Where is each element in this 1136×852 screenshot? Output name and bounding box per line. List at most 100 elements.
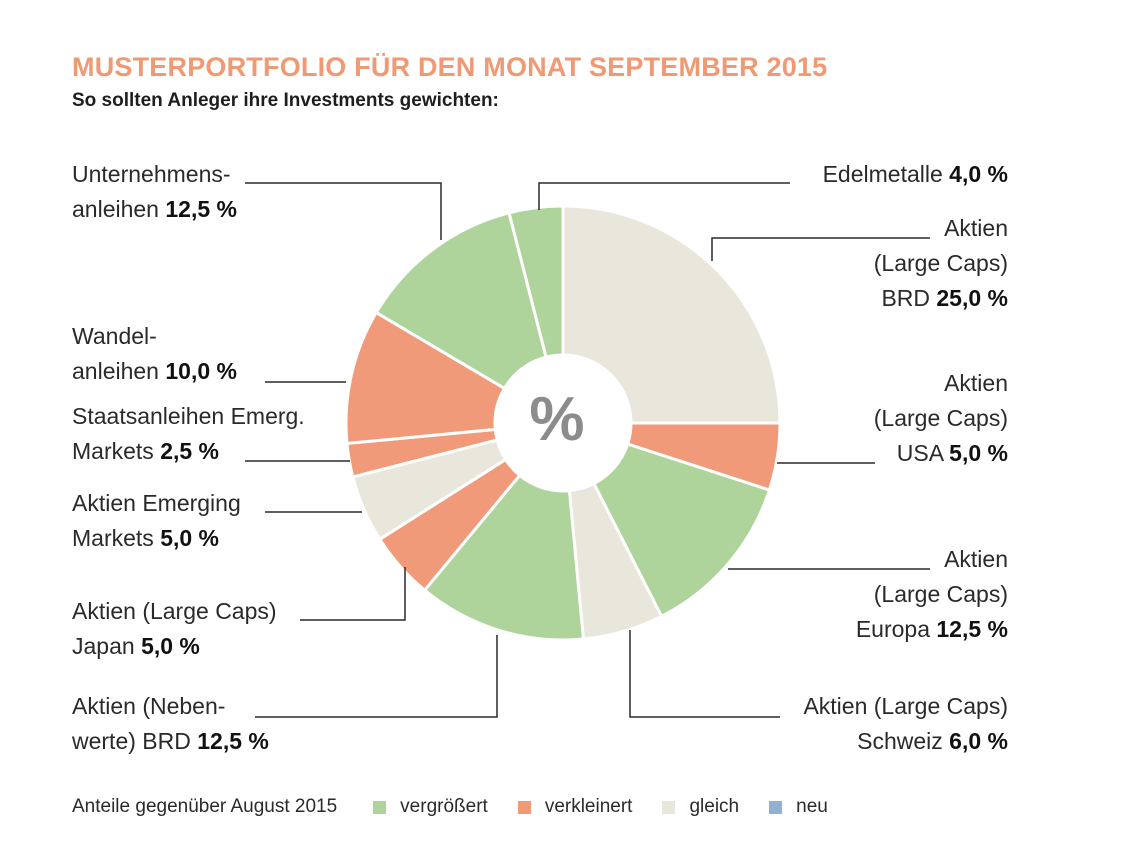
label-text: Aktien xyxy=(944,215,1008,241)
legend-intro: Anteile gegenüber August 2015 xyxy=(72,796,338,817)
label-line: Markets 5,0 % xyxy=(72,521,241,556)
label-text: Markets xyxy=(72,525,154,551)
label-text: Aktien xyxy=(944,546,1008,572)
label-line: Japan 5,0 % xyxy=(72,629,277,664)
legend-swatch xyxy=(769,800,783,814)
leader-line-aktien-nebenwerte-brd xyxy=(255,635,498,718)
label-aktien-large-caps-japan: Aktien (Large Caps) Japan 5,0 % xyxy=(72,594,277,664)
data-label: 12,5 % xyxy=(936,616,1008,642)
label-text: (Large Caps) xyxy=(873,250,1008,276)
label-aktien-large-caps-brd: Aktien (Large Caps) BRD 25,0 % xyxy=(874,211,1008,316)
label-text: Japan xyxy=(72,633,135,659)
slice-edelmetalle xyxy=(507,204,565,359)
slice-unternehmensanleihen xyxy=(374,211,548,390)
leader-lines xyxy=(245,182,930,718)
label-line: Europa 12,5 % xyxy=(856,612,1008,647)
legend-swatch xyxy=(662,800,676,814)
label-text: Aktien (Large Caps) xyxy=(72,598,277,624)
slice-wandelanleihen xyxy=(344,311,506,445)
slice-aktien-nebenwerte-brd xyxy=(423,473,585,642)
leader-line-aktien-large-caps-brd xyxy=(711,237,930,261)
label-text: Aktien (Neben- xyxy=(72,693,226,719)
label-line: USA 5,0 % xyxy=(874,436,1008,471)
legend-item-gleich: gleich xyxy=(662,796,739,818)
label-line: Schweiz 6,0 % xyxy=(803,724,1008,759)
data-label: 5,0 % xyxy=(141,633,200,659)
donut-slices xyxy=(344,204,782,642)
leader-line-aktien-large-caps-japan xyxy=(300,567,406,621)
slice-aktien-large-caps-europa xyxy=(592,442,771,618)
legend-item-verkleinert: verkleinert xyxy=(517,796,633,818)
label-line: Aktien xyxy=(874,211,1008,246)
data-label: 12,5 % xyxy=(165,196,237,222)
data-label: 2,5 % xyxy=(160,438,220,464)
label-text: Schweiz xyxy=(857,728,943,754)
chart-subtitle: So sollten Anleger ihre Investments gewi… xyxy=(72,90,499,111)
label-line: anleihen 12,5 % xyxy=(72,192,237,227)
label-line: Aktien Emerging xyxy=(72,486,241,521)
legend-items: vergrößert verkleinert gleich neu xyxy=(373,796,858,818)
label-text: Aktien (Large Caps) xyxy=(803,693,1008,719)
leader-line-unternehmensanleihen xyxy=(245,182,442,240)
label-line: (Large Caps) xyxy=(874,401,1008,436)
label-text: (Large Caps) xyxy=(873,405,1008,431)
label-aktien-large-caps-europa: Aktien (Large Caps) Europa 12,5 % xyxy=(856,542,1008,647)
data-label: 25,0 % xyxy=(936,285,1008,311)
label-text: anleihen xyxy=(72,358,159,384)
label-line: anleihen 10,0 % xyxy=(72,354,237,389)
label-line: (Large Caps) xyxy=(856,577,1008,612)
label-line: Markets 2,5 % xyxy=(72,434,305,469)
legend-label: verkleinert xyxy=(544,796,633,817)
label-wandelanleihen: Wandel-anleihen 10,0 % xyxy=(72,319,237,389)
label-line: Aktien xyxy=(856,542,1008,577)
label-text: Edelmetalle xyxy=(822,161,943,187)
label-unternehmensanleihen: Unternehmens-anleihen 12,5 % xyxy=(72,157,237,227)
label-line: Wandel- xyxy=(72,319,237,354)
label-line: Staatsanleihen Emerg. xyxy=(72,399,305,434)
legend-item-vergrößert: vergrößert xyxy=(373,796,488,818)
label-line: Edelmetalle 4,0 % xyxy=(823,157,1008,192)
data-label: 5,0 % xyxy=(949,440,1008,466)
leader-line-edelmetalle xyxy=(538,182,790,210)
legend-label: vergrößert xyxy=(400,796,488,817)
data-label: 10,0 % xyxy=(165,358,237,384)
data-label: 4,0 % xyxy=(949,161,1008,187)
slice-aktien-large-caps-brd xyxy=(561,204,782,425)
label-line: Aktien (Large Caps) xyxy=(72,594,277,629)
label-line: Aktien xyxy=(874,366,1008,401)
label-text: Staatsanleihen Emerg. xyxy=(72,403,305,429)
label-text: (Large Caps) xyxy=(873,581,1008,607)
label-text: USA xyxy=(896,440,943,466)
legend-item-neu: neu xyxy=(769,796,828,818)
label-text: Wandel- xyxy=(72,323,157,349)
label-text: Aktien Emerging xyxy=(72,490,241,516)
label-line: (Large Caps) xyxy=(874,246,1008,281)
label-aktien-emerging-markets: Aktien Emerging Markets 5,0 % xyxy=(72,486,241,556)
label-text: Unternehmens- xyxy=(72,161,231,187)
leader-line-aktien-large-caps-schweiz xyxy=(629,630,780,718)
label-line: Aktien (Neben- xyxy=(72,689,269,724)
label-aktien-large-caps-usa: Aktien (Large Caps) USA 5,0 % xyxy=(874,366,1008,471)
center-percent-label: % xyxy=(529,385,584,454)
label-text: anleihen xyxy=(72,196,159,222)
data-label: 6,0 % xyxy=(949,728,1008,754)
data-label: 12,5 % xyxy=(197,728,269,754)
label-text: werte) BRD xyxy=(72,728,191,754)
label-text: Europa xyxy=(855,616,930,642)
legend-label: neu xyxy=(796,796,828,817)
label-aktien-nebenwerte-brd: Aktien (Neben-werte) BRD 12,5 % xyxy=(72,689,269,759)
legend-swatch xyxy=(517,800,531,814)
label-text: Aktien xyxy=(944,370,1008,396)
label-line: Unternehmens- xyxy=(72,157,237,192)
chart-title: MUSTERPORTFOLIO FÜR DEN MONAT SEPTEMBER … xyxy=(72,52,828,82)
label-line: werte) BRD 12,5 % xyxy=(72,724,269,759)
label-staatsanleihen-emerg-markets: Staatsanleihen Emerg. Markets 2,5 % xyxy=(72,399,305,469)
label-text: Markets xyxy=(72,438,154,464)
label-edelmetalle: Edelmetalle 4,0 % xyxy=(823,157,1008,192)
legend: Anteile gegenüber August 2015 vergrößert… xyxy=(72,796,858,818)
label-line: BRD 25,0 % xyxy=(874,281,1008,316)
label-text: BRD xyxy=(881,285,930,311)
data-label: 5,0 % xyxy=(160,525,220,551)
legend-swatch xyxy=(373,800,387,814)
